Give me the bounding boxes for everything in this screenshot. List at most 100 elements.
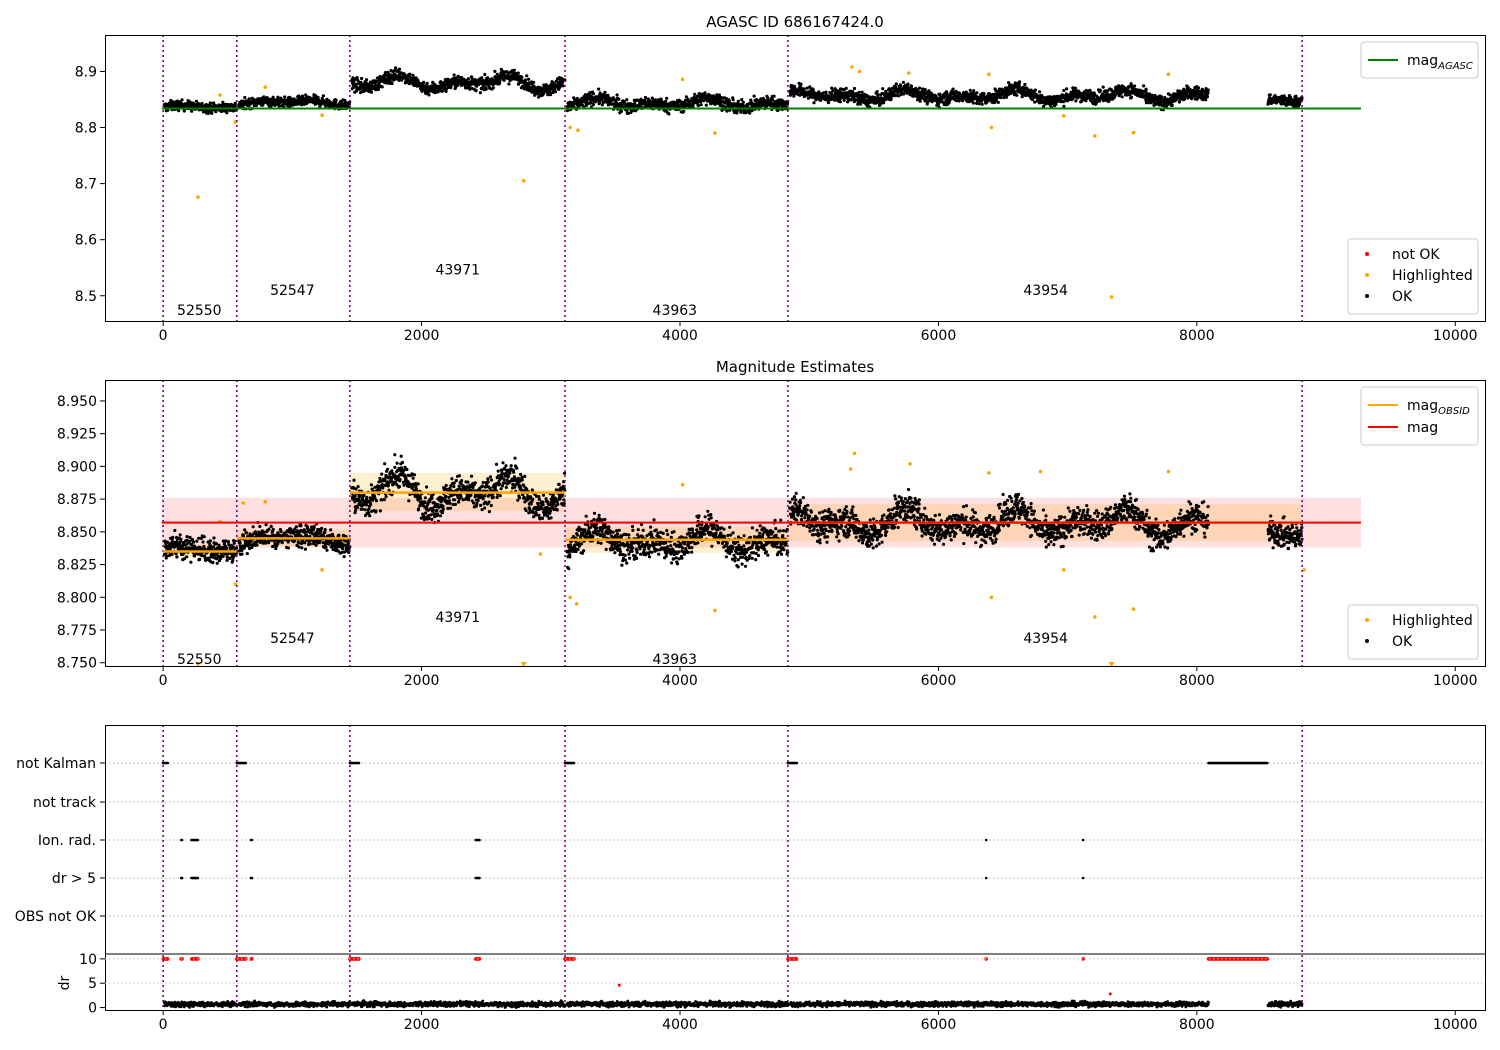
- ok-point: [397, 67, 402, 71]
- ok-point: [258, 524, 262, 529]
- ok-point: [179, 537, 183, 542]
- ok-point: [269, 524, 273, 529]
- ok-point: [493, 69, 497, 73]
- ok-point: [225, 111, 229, 115]
- ok-point: [395, 461, 399, 465]
- ok-point: [233, 101, 237, 105]
- ok-point: [383, 462, 387, 466]
- ok-point: [525, 74, 529, 78]
- ok-point: [170, 552, 174, 557]
- highlighted-point: [568, 125, 572, 130]
- ok-point: [1038, 90, 1042, 94]
- ok-point: [826, 101, 831, 105]
- ok-point: [232, 539, 237, 544]
- ok-point: [842, 98, 846, 102]
- ok-point: [735, 109, 739, 113]
- ok-point: [367, 507, 371, 511]
- ok-point: [303, 547, 307, 551]
- ok-point: [802, 87, 806, 91]
- ok-point: [369, 502, 373, 506]
- x-tick-label: 10000: [1433, 328, 1478, 344]
- ok-point: [312, 524, 316, 529]
- ok-point: [400, 460, 405, 465]
- ok-point: [699, 100, 703, 104]
- ok-point: [412, 473, 416, 477]
- ok-point: [180, 98, 184, 102]
- ok-point: [271, 527, 275, 532]
- ok-point: [597, 87, 601, 91]
- ok-point: [190, 109, 194, 113]
- ok-point: [727, 100, 731, 104]
- ok-point: [454, 77, 459, 82]
- ok-point: [293, 539, 297, 543]
- ok-point: [589, 101, 593, 105]
- ok-point: [717, 93, 722, 97]
- ok-point: [918, 99, 922, 103]
- ok-point: [358, 87, 362, 91]
- highlighted-point: [680, 77, 685, 82]
- ok-point: [507, 82, 511, 86]
- ok-point: [951, 87, 955, 91]
- ok-point: [240, 548, 244, 553]
- x-tick-label: 2000: [404, 328, 440, 344]
- ok-point: [1023, 82, 1027, 87]
- ok-point: [484, 87, 488, 91]
- highlighted-point: [263, 85, 268, 89]
- ok-point: [750, 109, 754, 113]
- ok-point: [341, 547, 345, 551]
- ok-point: [1133, 84, 1137, 88]
- y-tick-label: 8.8: [75, 121, 97, 137]
- ok-point: [245, 552, 249, 556]
- ok-point: [319, 529, 323, 533]
- ok-point: [198, 557, 202, 562]
- highlighted-point: [1109, 295, 1114, 299]
- obsid-label: 43963: [653, 303, 698, 319]
- ok-point: [365, 495, 369, 499]
- ok-point: [262, 530, 266, 534]
- y-tick-label: 8.7: [75, 177, 97, 193]
- ok-point: [354, 508, 358, 512]
- ok-point: [185, 555, 189, 559]
- ok-point: [214, 110, 218, 114]
- ok-point: [279, 529, 283, 534]
- ok-point: [585, 103, 589, 107]
- ok-point: [280, 540, 284, 545]
- ok-point: [994, 97, 999, 102]
- ok-point: [972, 89, 976, 93]
- ok-point: [424, 511, 428, 515]
- ok-point: [1130, 95, 1134, 99]
- ok-point: [212, 536, 216, 540]
- ok-point: [682, 109, 686, 113]
- ok-point: [541, 92, 546, 96]
- ok-point: [215, 561, 219, 565]
- ok-point: [554, 79, 559, 83]
- ok-point: [1074, 99, 1078, 103]
- ok-point: [906, 82, 910, 86]
- ok-point: [527, 77, 531, 81]
- ok-point: [386, 467, 390, 471]
- ok-point: [299, 524, 303, 528]
- ok-point: [699, 103, 703, 107]
- ok-point: [204, 103, 208, 107]
- highlighted-point: [713, 131, 717, 135]
- ok-point: [478, 91, 482, 95]
- ok-point: [552, 81, 556, 85]
- ok-point: [320, 526, 324, 531]
- ok-point: [491, 86, 495, 90]
- ok-point: [195, 539, 199, 543]
- ok-point: [334, 98, 338, 102]
- ok-point: [390, 469, 394, 473]
- ok-point: [251, 525, 255, 529]
- ok-point: [378, 509, 382, 513]
- ok-point: [686, 97, 690, 101]
- ok-point: [277, 104, 281, 108]
- ok-point: [498, 81, 502, 85]
- ok-point: [362, 493, 366, 498]
- highlighted-point: [1166, 72, 1171, 77]
- panel-agasc: AGASC ID 686167424.0 0 2000 4000 6000 8000 10…: [75, 13, 1486, 344]
- ok-point: [516, 71, 520, 75]
- ok-point: [364, 78, 369, 82]
- obsid-label: 43971: [435, 262, 480, 278]
- ok-point: [399, 454, 403, 458]
- ok-point: [267, 541, 271, 545]
